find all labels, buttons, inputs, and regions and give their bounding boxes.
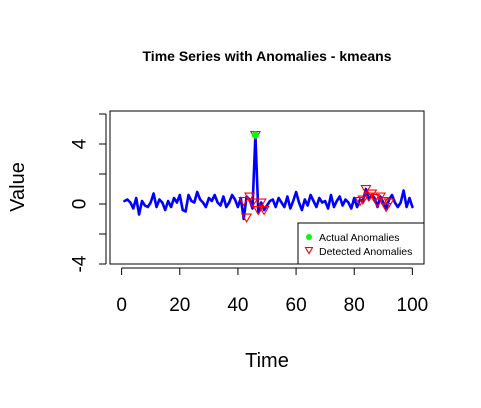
legend: Actual Anomalies Detected Anomalies <box>297 222 425 265</box>
y-axis-label: Value <box>7 162 29 212</box>
detected-anomaly-marker <box>371 198 384 208</box>
detected-anomaly-marker <box>360 185 372 195</box>
series-line <box>123 133 414 221</box>
detected-anomaly-marker <box>369 194 381 204</box>
y-axis: -4 0 4 <box>70 113 107 272</box>
detected-anomaly-marker <box>244 192 256 202</box>
x-tick-label: 80 <box>344 295 365 316</box>
detected-anomaly-marker <box>255 198 267 208</box>
legend-actual-anomalies-label: Actual Anomalies <box>319 232 400 244</box>
plot-layer <box>123 131 414 223</box>
detected-anomaly-marker <box>252 206 264 216</box>
x-axis-label: Time <box>245 350 289 372</box>
plot-area-frame <box>109 110 425 265</box>
chart-title: Time Series with Anomalies - kmeans <box>143 48 392 64</box>
detected-anomaly-marker <box>354 197 366 207</box>
x-tick-label: 60 <box>286 295 307 316</box>
legend-detected-anomalies-label: Detected Anomalies <box>319 246 412 258</box>
y-tick-label: 4 <box>70 138 91 149</box>
detected-anomaly-marker <box>357 195 369 205</box>
actual-anomaly-marker <box>251 131 259 139</box>
x-tick-label: 20 <box>169 295 190 316</box>
detected-anomaly-marker <box>238 197 250 207</box>
detected-anomaly-marker <box>380 203 392 213</box>
x-tick-label: 100 <box>397 295 429 316</box>
detected-anomaly-marker <box>383 198 395 208</box>
x-axis: 0 20 40 60 80 100 <box>116 267 429 316</box>
detected-anomaly-marker <box>366 189 378 199</box>
detected-anomaly-marker <box>374 192 386 202</box>
legend-actual-anomalies-marker <box>306 234 312 240</box>
detected-anomaly-marker <box>246 198 259 208</box>
x-tick-label: 0 <box>116 295 127 316</box>
y-tick-label: 0 <box>70 199 91 210</box>
detected-anomaly-marker <box>241 213 253 223</box>
y-tick-label: -4 <box>70 255 91 272</box>
detected-anomaly-marker <box>258 206 270 216</box>
x-tick-label: 40 <box>227 295 248 316</box>
legend-detected-anomalies-marker <box>304 246 314 255</box>
legend-box <box>297 222 425 265</box>
